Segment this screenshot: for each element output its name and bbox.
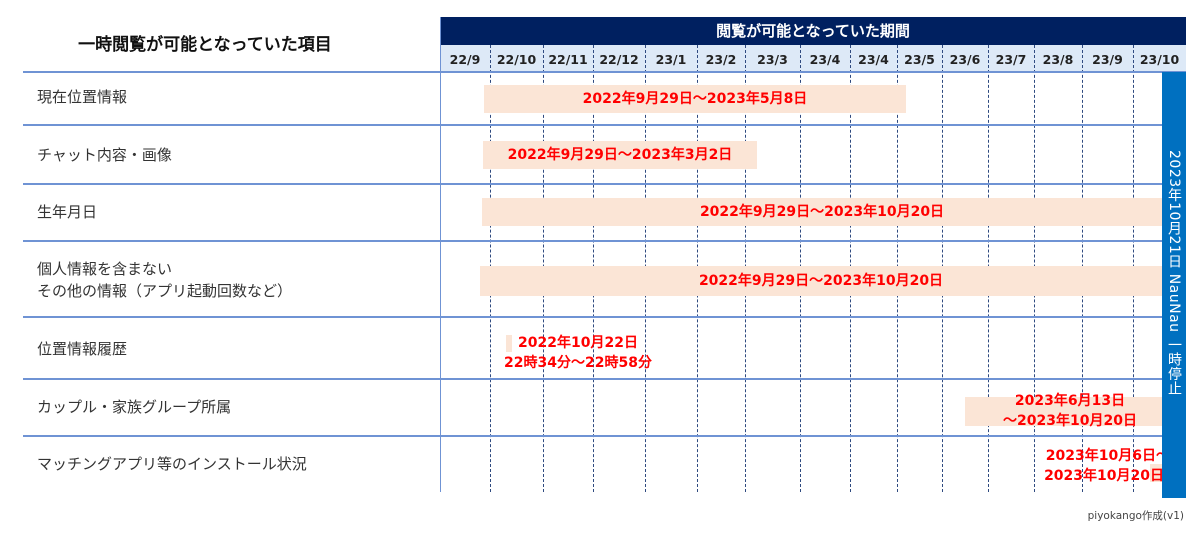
service-stop-label: 2023年10月21日 NauNau 一時停止	[1166, 150, 1182, 396]
period-label: 2022年9月29日～2023年5月8日	[582, 91, 808, 107]
row-divider	[23, 71, 1186, 73]
period-label-line1: 2023年6月13日	[1014, 393, 1126, 409]
month-axis: 22/9 22/10 22/11 22/12 23/1 23/2 23/3 23/4 23/4 2…	[440, 45, 1186, 72]
period-label: 2022年10月22日 22時34分～22時58分	[488, 333, 668, 373]
item-other-info: 個人情報を含まないその他の情報（アプリ起動回数など）	[37, 258, 292, 302]
period-bar	[965, 397, 1162, 426]
row-divider	[23, 378, 1186, 380]
month-label: 23/5	[904, 52, 935, 67]
month-label: 22/11	[548, 52, 588, 67]
item-chat-content: チャット内容・画像	[37, 146, 172, 164]
row-divider	[23, 124, 1186, 126]
item-birthdate: 生年月日	[37, 203, 98, 221]
month-label: 23/6	[949, 52, 981, 67]
period-bar	[484, 85, 906, 113]
row-divider	[23, 183, 1186, 185]
month-label: 23/9	[1092, 52, 1123, 67]
period-bar	[483, 141, 757, 169]
month-label: 22/10	[496, 52, 537, 67]
period-label-line2: 2023年10月20日	[1044, 468, 1164, 484]
item-location-history: 位置情報履歴	[37, 340, 128, 358]
period-label: 2022年9月29日～2023年3月2日	[507, 147, 733, 163]
month-label: 23/4	[809, 52, 841, 67]
month-label: 23/2	[705, 52, 737, 67]
period-label: 2022年9月29日～2023年10月20日	[698, 273, 944, 289]
period-bar	[480, 266, 1162, 296]
period-label-line1: 2022年10月22日	[518, 335, 638, 351]
month-label: 23/8	[1042, 52, 1074, 67]
item-current-location: 現在位置情報	[37, 88, 128, 106]
credit: piyokango作成(v1)	[1087, 510, 1184, 522]
month-label: 23/7	[995, 52, 1027, 67]
month-label: 23/4	[858, 52, 889, 67]
item-other-info-line1: 個人情報を含まない	[37, 260, 173, 278]
column-divider	[440, 17, 441, 492]
period-bar	[1150, 464, 1162, 482]
period-column-header: 閲覧が可能となっていた期間	[440, 17, 1186, 45]
item-group-membership: カップル・家族グループ所属	[37, 398, 232, 416]
period-bar	[506, 335, 512, 352]
period-label: 2023年10月6日～ 2023年10月20日	[1020, 446, 1170, 486]
row-divider	[23, 435, 1186, 437]
month-label: 23/10	[1139, 52, 1180, 67]
period-label: 2022年9月29日～2023年10月20日	[699, 204, 945, 220]
row-divider	[23, 240, 1186, 242]
period-label: 2023年6月13日 ～2023年10月20日	[985, 391, 1155, 431]
month-label: 22/12	[599, 52, 639, 67]
month-label: 23/3	[757, 52, 788, 67]
service-stop-marker: 2023年10月21日 NauNau 一時停止	[1162, 72, 1186, 498]
period-label-line1: 2023年10月6日～	[1045, 448, 1170, 464]
items-column-header: 一時閲覧が可能となっていた項目	[78, 35, 332, 55]
item-other-info-line2: その他の情報（アプリ起動回数など）	[37, 282, 293, 300]
month-label: 23/1	[655, 52, 687, 67]
month-label: 22/9	[449, 52, 481, 67]
period-label-line2: 22時34分～22時58分	[504, 355, 652, 371]
period-label-line2: ～2023年10月20日	[1003, 413, 1137, 429]
period-bar	[482, 198, 1162, 226]
item-app-install: マッチングアプリ等のインストール状況	[37, 455, 307, 473]
row-divider	[23, 316, 1186, 318]
